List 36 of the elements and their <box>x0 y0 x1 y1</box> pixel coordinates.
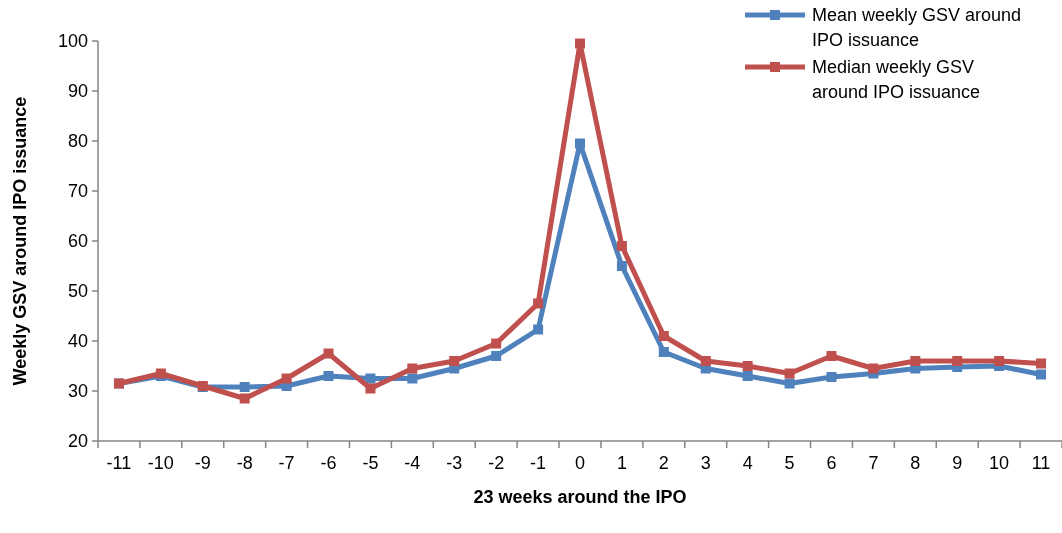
y-tick-label: 80 <box>67 131 88 152</box>
x-tick-label: -2 <box>488 453 505 473</box>
y-tick-label: 50 <box>67 281 88 302</box>
x-tick-label: -5 <box>362 453 379 473</box>
x-tick-label: -9 <box>194 453 211 473</box>
x-tick-label: -1 <box>530 453 547 473</box>
legend-label: Median weekly GSV around IPO issuance <box>812 57 981 102</box>
x-tick-label: -10 <box>147 453 174 473</box>
x-axis-title: 23 weeks around the IPO <box>473 487 687 507</box>
y-tick-label: 90 <box>67 81 88 102</box>
x-tick-label: 11 <box>1031 453 1051 473</box>
x-tick-label: 2 <box>658 453 669 473</box>
x-tick-label: -8 <box>236 453 253 473</box>
x-tick-label: 10 <box>989 453 1010 473</box>
y-tick-label: 60 <box>67 231 88 252</box>
x-tick-label: -7 <box>278 453 295 473</box>
y-tick-label: 100 <box>57 31 88 52</box>
x-tick-label: -4 <box>404 453 421 473</box>
y-tick-label: 40 <box>67 331 88 352</box>
x-tick-label: 6 <box>826 453 837 473</box>
x-tick-label: 0 <box>574 453 586 473</box>
x-tick-label: -3 <box>446 453 463 473</box>
y-tick-label: 70 <box>67 181 88 202</box>
legend-label: Mean weekly GSV around IPO issuance <box>812 5 1022 50</box>
x-tick-label: 7 <box>868 453 879 473</box>
x-tick-label: 9 <box>952 453 963 473</box>
x-tick-label: 1 <box>616 453 627 473</box>
x-tick-label: 5 <box>784 453 795 473</box>
x-tick-label: 3 <box>700 453 711 473</box>
x-tick-label: 4 <box>742 453 753 473</box>
x-tick-label: -6 <box>320 453 337 473</box>
x-tick-label: -11 <box>106 453 132 473</box>
y-tick-label: 30 <box>67 381 88 402</box>
x-tick-label: 8 <box>910 453 921 473</box>
y-axis-title: Weekly GSV around IPO issuance <box>10 96 30 386</box>
y-tick-label: 20 <box>67 431 88 452</box>
